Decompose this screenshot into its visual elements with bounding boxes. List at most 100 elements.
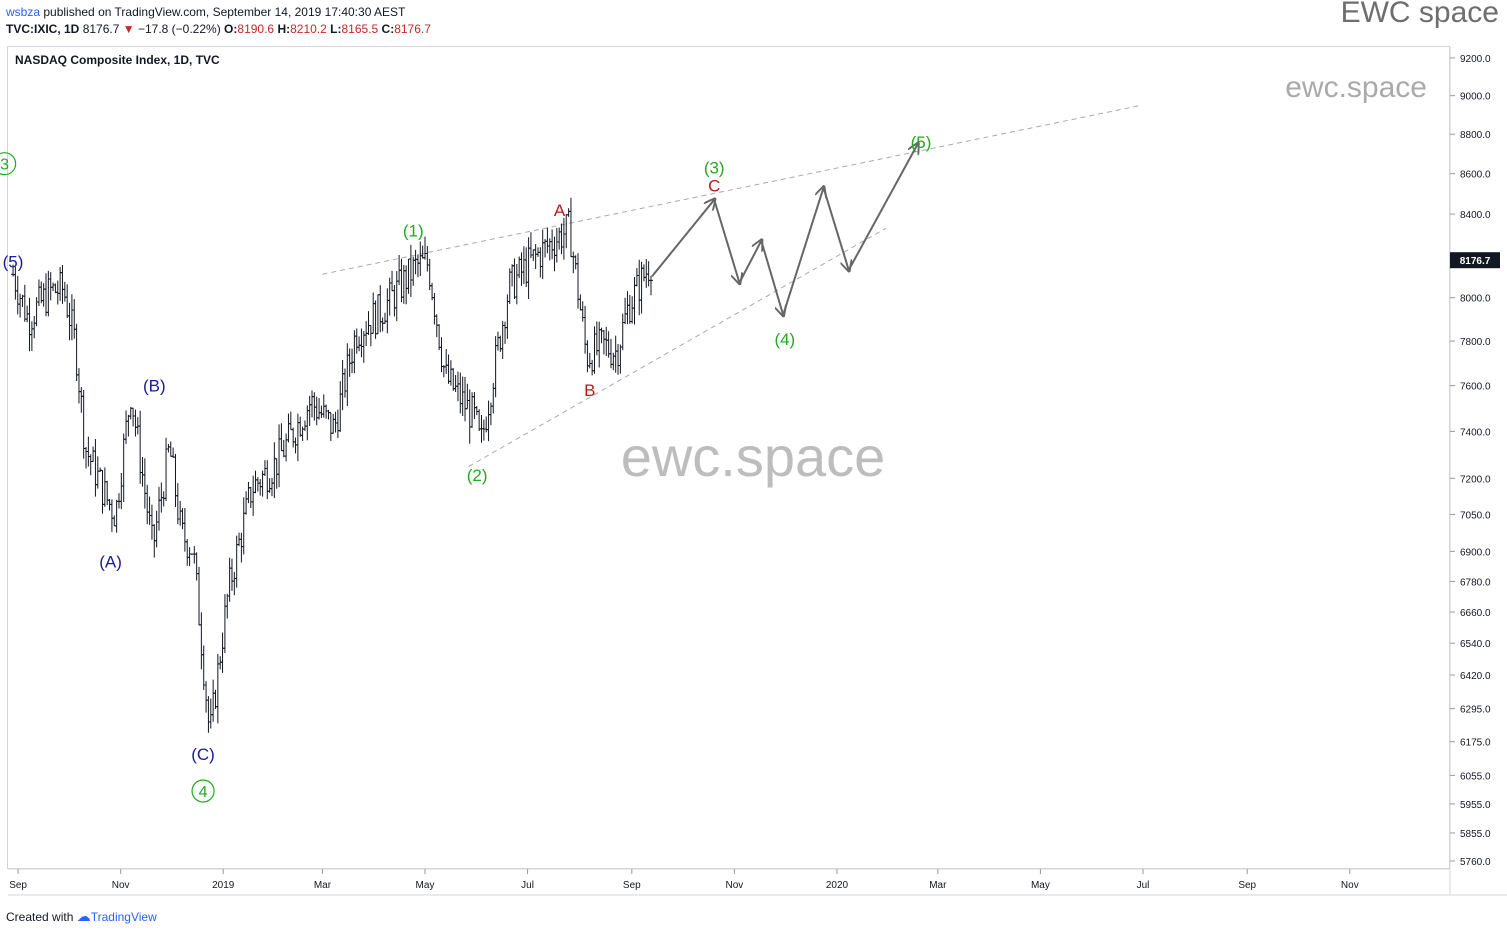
price-bar xyxy=(552,236,557,272)
tradingview-logo-icon[interactable]: ☁ xyxy=(76,908,91,924)
x-tick-label: Mar xyxy=(929,880,947,891)
price-bar xyxy=(142,458,147,509)
price-bar xyxy=(512,258,517,300)
price-bar xyxy=(646,261,651,287)
price-bar xyxy=(86,436,91,467)
y-tick-label: 6175.0 xyxy=(1460,738,1491,749)
created-with-text: Created with xyxy=(6,910,74,924)
publish-info: wsbza published on TradingView.com, Sept… xyxy=(6,5,405,19)
price-bar xyxy=(627,294,632,324)
projection-arrow xyxy=(713,199,739,283)
y-tick-label: 7600.0 xyxy=(1460,382,1491,393)
price-bar xyxy=(171,447,176,458)
price-bar xyxy=(109,499,114,532)
x-tick-label: Nov xyxy=(1341,880,1359,891)
price-bar xyxy=(197,566,202,626)
price-bar xyxy=(463,377,468,422)
price-bar xyxy=(116,493,121,509)
price-bar xyxy=(277,424,282,488)
price-bar xyxy=(105,480,110,505)
ohlc-legend: TVC:IXIC, 1D 8176.7 ▼ −17.8 (−0.22%) O:8… xyxy=(6,22,431,36)
price-bar xyxy=(418,241,423,277)
price-bar xyxy=(413,249,418,275)
price-bar xyxy=(415,254,420,278)
price-bar xyxy=(65,284,70,319)
price-bar xyxy=(62,281,67,302)
x-tick-label: Jul xyxy=(1137,880,1150,891)
price-bar xyxy=(244,491,249,515)
price-bar xyxy=(265,460,270,500)
price-bar xyxy=(604,326,609,356)
price-bar xyxy=(342,368,347,398)
price-bar xyxy=(114,499,119,533)
price-bar xyxy=(394,271,399,322)
price-bar xyxy=(84,446,89,469)
price-bar xyxy=(239,532,244,563)
wave-label: A xyxy=(554,201,566,220)
price-bar xyxy=(580,301,585,322)
wave-label: (A) xyxy=(99,552,122,571)
price-bar xyxy=(274,458,279,489)
price-bar xyxy=(507,268,512,304)
price-bar xyxy=(225,593,230,619)
price-bar xyxy=(566,208,571,217)
price-bar xyxy=(295,413,300,462)
high-label: H: xyxy=(277,22,291,36)
price-bar xyxy=(218,656,223,670)
price-bar xyxy=(375,294,380,335)
price-bar xyxy=(510,264,515,287)
wave-label: (4) xyxy=(774,330,795,349)
open-label: O: xyxy=(224,22,238,36)
tradingview-link[interactable]: TradingView xyxy=(90,910,157,924)
price-bar xyxy=(637,259,642,316)
price-bar xyxy=(382,312,387,324)
y-tick-label: 5760.0 xyxy=(1460,857,1491,868)
price-bar xyxy=(288,411,293,431)
price-bar xyxy=(352,330,357,374)
price-bar xyxy=(145,484,150,525)
price-bar xyxy=(234,535,239,588)
price-bar xyxy=(251,475,256,516)
price-bar xyxy=(573,255,578,270)
projection-arrow xyxy=(738,241,761,284)
price-bar xyxy=(291,427,296,448)
y-tick-label: 9200.0 xyxy=(1460,54,1491,65)
price-bar xyxy=(307,395,312,427)
price-bar xyxy=(98,467,103,472)
price-bar xyxy=(608,338,613,369)
price-bar xyxy=(448,360,453,386)
price-bar xyxy=(368,324,373,347)
x-tick-label: Sep xyxy=(9,880,27,891)
brand-watermark: EWC space xyxy=(1340,0,1499,29)
price-bar xyxy=(625,291,630,325)
price-bar xyxy=(500,320,505,359)
price-bar xyxy=(380,317,385,332)
price-bar xyxy=(206,696,211,733)
price-bar xyxy=(465,383,470,410)
price-bar xyxy=(632,276,637,325)
price-bar xyxy=(451,368,456,391)
price-bar xyxy=(618,344,623,374)
price-bar xyxy=(284,433,289,462)
price-bar xyxy=(220,632,225,673)
publisher-name[interactable]: wsbza xyxy=(6,5,41,19)
price-bar xyxy=(540,229,545,280)
wave-label-circle xyxy=(0,152,17,176)
price-bar xyxy=(286,413,291,443)
symbol-label: TVC:IXIC, 1D xyxy=(6,22,80,36)
price-bar xyxy=(13,267,18,300)
price-bar xyxy=(390,270,395,292)
price-bar xyxy=(571,251,576,274)
price-bar xyxy=(437,324,442,351)
price-bar xyxy=(616,343,621,375)
price-bar xyxy=(639,261,644,314)
price-bar xyxy=(328,412,333,442)
x-tick-label: May xyxy=(416,880,435,891)
price-bar xyxy=(425,245,430,272)
y-tick-label: 5855.0 xyxy=(1460,829,1491,840)
price-bar xyxy=(55,280,60,305)
price-bar xyxy=(69,294,74,341)
watermark-small: ewc.space xyxy=(1285,71,1427,104)
price-bar xyxy=(126,414,131,437)
